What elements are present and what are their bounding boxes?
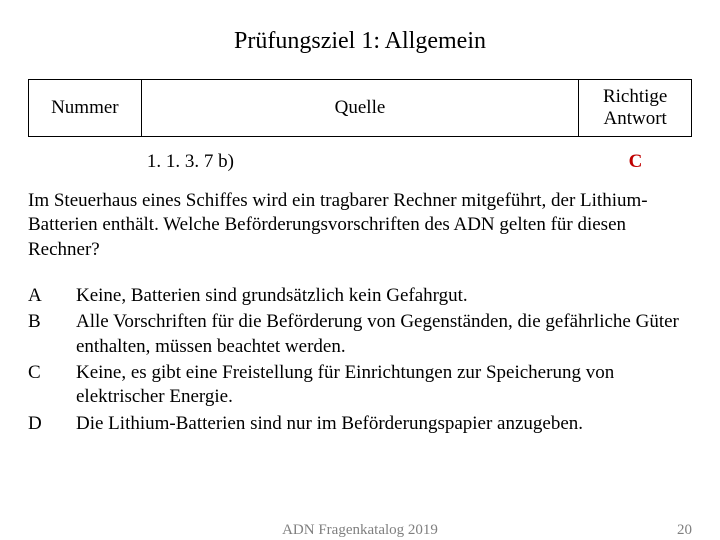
header-table: Nummer Quelle Richtige Antwort — [28, 79, 692, 137]
answer-letter: C — [28, 361, 76, 410]
answers-block: A Keine, Batterien sind grundsätzlich ke… — [28, 284, 692, 436]
footer-text: ADN Fragenkatalog 2019 — [0, 522, 720, 539]
answer-row-c: C Keine, es gibt eine Freistellung für E… — [28, 361, 692, 410]
ref-nummer — [28, 151, 141, 173]
answer-text: Keine, es gibt eine Freistellung für Ein… — [76, 361, 692, 410]
header-nummer: Nummer — [29, 80, 142, 137]
answer-row-d: D Die Lithium-Batterien sind nur im Befö… — [28, 412, 692, 436]
answer-letter: B — [28, 310, 76, 359]
page-title: Prüfungsziel 1: Allgemein — [28, 28, 692, 55]
ref-quelle: 1. 1. 3. 7 b) — [141, 151, 579, 173]
answer-text: Keine, Batterien sind grundsätzlich kein… — [76, 284, 692, 308]
answer-text: Alle Vorschriften für die Beförderung vo… — [76, 310, 692, 359]
header-quelle: Quelle — [141, 80, 579, 137]
answer-text: Die Lithium-Batterien sind nur im Beförd… — [76, 412, 692, 436]
page-number: 20 — [677, 522, 692, 539]
question-text: Im Steuerhaus eines Schiffes wird ein tr… — [28, 189, 692, 262]
header-antwort: Richtige Antwort — [579, 80, 692, 137]
answer-row-b: B Alle Vorschriften für die Beförderung … — [28, 310, 692, 359]
answer-row-a: A Keine, Batterien sind grundsätzlich ke… — [28, 284, 692, 308]
reference-row: 1. 1. 3. 7 b) C — [28, 151, 692, 173]
ref-antwort: C — [579, 151, 692, 173]
answer-letter: D — [28, 412, 76, 436]
answer-letter: A — [28, 284, 76, 308]
